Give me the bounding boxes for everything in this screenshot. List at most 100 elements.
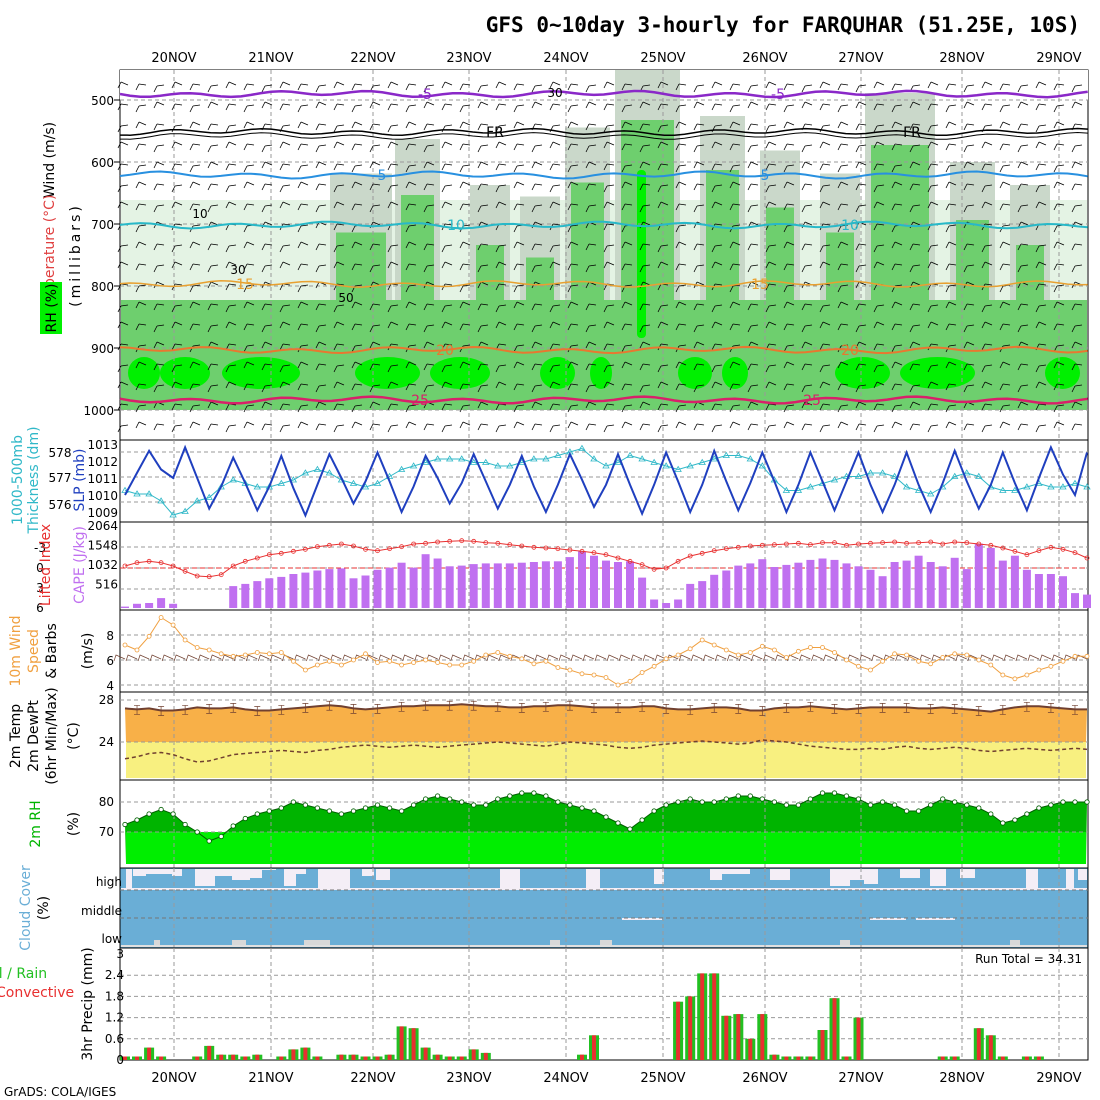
thickness-marker <box>878 469 887 476</box>
cape-bar <box>626 561 634 608</box>
isotherm-10 <box>119 220 1088 230</box>
upper-wind-barb <box>981 103 993 111</box>
cape-bar <box>133 603 141 608</box>
precip-convective-bar <box>207 1045 212 1060</box>
upper-wind-barb <box>567 203 579 211</box>
isotherm-minus5-label: -5 <box>771 87 785 103</box>
upper-wind-barb <box>927 364 939 373</box>
rh2m-marker <box>771 799 778 805</box>
upper-wind-barb <box>729 143 741 151</box>
cloud-level-low: low <box>102 932 123 946</box>
upper-wind-barb <box>243 104 255 113</box>
lifted-index-marker <box>808 542 813 548</box>
upper-wind-barb <box>225 364 237 373</box>
rh2m-marker <box>759 796 765 802</box>
upper-wind-barb <box>297 383 309 391</box>
upper-wind-barb <box>153 123 165 131</box>
upper-wind-barb <box>927 244 939 253</box>
upper-wind-barb <box>639 183 651 191</box>
upper-wind-barb <box>585 101 597 109</box>
cloud-high-clear <box>362 869 374 876</box>
upper-wind-barb <box>549 403 561 411</box>
rh-saturated-blob <box>835 357 890 389</box>
upper-wind-barb <box>603 244 615 253</box>
upper-wind-barb <box>261 384 273 393</box>
lifted-index-tick: -3 <box>34 541 46 555</box>
temp-minmax-bar <box>494 701 501 712</box>
thickness-ylabel-a: 1000-500mb <box>10 435 26 525</box>
upper-wind-barb <box>135 164 147 173</box>
wind-barb <box>546 654 559 662</box>
upper-wind-barb <box>477 204 489 213</box>
upper-wind-barb <box>207 144 219 153</box>
freezing-level-outline <box>119 131 1088 140</box>
temp-minmax-bar <box>783 703 790 713</box>
upper-wind-barb <box>603 163 615 171</box>
precip-ylabel-c: 3hr Precip (mm) <box>80 947 96 1060</box>
upper-wind-barb <box>891 344 903 353</box>
upper-wind-barb <box>711 244 723 253</box>
upper-wind-barb <box>675 121 687 129</box>
lifted-index-marker <box>772 542 777 548</box>
wind-speed-marker <box>615 682 621 688</box>
thickness-marker <box>830 476 839 483</box>
wind-speed-marker <box>507 653 513 659</box>
upper-wind-barb <box>693 324 705 333</box>
upper-wind-barb <box>891 164 903 173</box>
cape-bar <box>638 577 647 608</box>
cloud-high-clear <box>864 869 878 884</box>
upper-wind-barb <box>801 101 813 109</box>
upper-wind-barb <box>837 383 849 391</box>
upper-wind-barb <box>675 323 687 331</box>
upper-wind-barb <box>225 81 237 89</box>
thickness-marker <box>1059 483 1067 490</box>
upper-wind-barb <box>909 363 921 371</box>
precip-convective-bar <box>219 1054 224 1060</box>
cape-bar <box>686 583 695 608</box>
upper-wind-barb <box>963 363 975 371</box>
upper-wind-barb <box>783 104 795 113</box>
upper-wind-barb <box>171 244 183 253</box>
cloud-frame <box>119 867 1089 949</box>
upper-wind-barb <box>261 144 273 153</box>
cape-bar <box>602 560 610 608</box>
upper-wind-barb <box>927 81 939 89</box>
cape-bar <box>614 562 622 608</box>
upper-wind-barb <box>801 384 813 393</box>
upper-wind-barb <box>891 121 903 129</box>
lifted-index-marker <box>302 546 308 552</box>
upper-wind-barb <box>117 103 129 111</box>
rh2m-marker <box>843 793 850 799</box>
upper-wind-barb <box>1035 103 1047 111</box>
upper-wind-barb <box>387 321 399 329</box>
upper-wind-barb <box>315 324 327 333</box>
upper-wind-barb <box>747 161 759 169</box>
upper-wind-barb <box>945 284 957 293</box>
upper-wind-barb <box>153 264 165 273</box>
day-label-bottom: 28NOV <box>939 1071 984 1086</box>
rh2m-marker <box>218 833 224 840</box>
upper-wind-barb <box>765 304 777 313</box>
upper-wind-barb <box>207 281 219 289</box>
upper-wind-barb <box>333 343 345 351</box>
upper-wind-barb <box>1017 161 1029 169</box>
upper-wind-barb <box>765 163 777 171</box>
upper-wind-barb <box>747 101 759 109</box>
thickness-marker <box>373 479 382 486</box>
upper-wind-barb <box>945 361 957 369</box>
upper-wind-barb <box>207 161 219 169</box>
thickness-marker <box>253 483 261 490</box>
temp-tick: 28 <box>99 693 114 707</box>
upper-wind-barb <box>927 381 939 389</box>
upper-wind-barb <box>621 121 633 129</box>
thickness-marker <box>445 455 454 462</box>
precip-convective-bar <box>459 1056 464 1060</box>
upper-wind-barb <box>729 383 741 391</box>
upper-wind-barb <box>459 164 471 173</box>
precip-convective-bar <box>760 1014 765 1060</box>
wind-barb <box>690 654 703 662</box>
upper-wind-barb <box>873 163 885 171</box>
thickness-marker <box>133 490 141 497</box>
upper-wind-barb <box>117 364 129 373</box>
